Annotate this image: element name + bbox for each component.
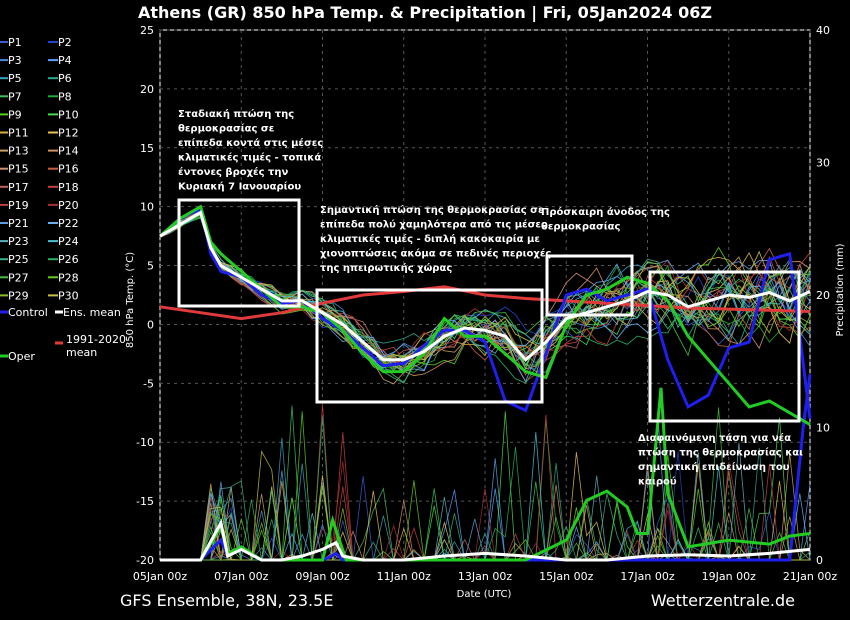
- member-line: [159, 212, 811, 377]
- y-tick-label: -20: [136, 554, 154, 567]
- legend-label: P8: [58, 90, 72, 103]
- y2-tick-label: 20: [816, 289, 830, 302]
- y-tick-label: 0: [147, 318, 154, 331]
- annotation-text: θερμοκρασίας: [541, 221, 621, 233]
- x-tick-label: 21Jan 00z: [783, 570, 837, 583]
- y2-tick-label: 30: [816, 157, 830, 170]
- annotation-text: χιονοπτώσεις ακόμα σε πεδινές περιοχές: [320, 248, 551, 260]
- footer-left: GFS Ensemble, 38N, 23.5E: [120, 591, 333, 610]
- x-tick-label: 13Jan 00z: [458, 570, 512, 583]
- legend-label: P5: [8, 72, 22, 85]
- annotation-text: σημαντική επιδείνωση του: [638, 461, 790, 473]
- x-tick-label: 15Jan 00z: [539, 570, 593, 583]
- y-tick-label: 5: [147, 260, 154, 273]
- chart-title: Athens (GR) 850 hPa Temp. & Precipitatio…: [138, 3, 712, 23]
- y-axis-label: 850 hPa Temp. (°C): [125, 252, 136, 348]
- y-tick-label: 25: [140, 24, 154, 37]
- annotation-text: θερμοκρασίας σε: [178, 123, 274, 135]
- annotation-box: [315, 288, 544, 404]
- annotation-text: πτώση της θερμοκρασίας και: [638, 447, 803, 459]
- legend-label: P29: [8, 289, 29, 302]
- legend-label: P17: [8, 181, 29, 194]
- climate-mean-line: [159, 285, 811, 321]
- y-tick-label: 15: [140, 142, 154, 155]
- x-tick-label: 19Jan 00z: [702, 570, 756, 583]
- legend-label: P27: [8, 271, 29, 284]
- x-axis-label: Date (UTC): [457, 589, 512, 600]
- legend-label: P7: [8, 90, 22, 103]
- annotation-box: [648, 270, 801, 423]
- y2-axis-label: Precipitation (mm): [835, 243, 846, 336]
- member-line: [159, 208, 811, 373]
- annotation-text: κλιματικές τιμές - τοπικά: [178, 152, 321, 164]
- legend-label-control: Control: [8, 306, 48, 319]
- legend-label: P12: [58, 127, 79, 140]
- legend-label: P24: [58, 235, 79, 248]
- legend-label: P21: [8, 217, 29, 230]
- oper-line: [159, 204, 811, 426]
- annotation-text: καιρού: [638, 476, 677, 488]
- y-tick-label: 20: [140, 83, 154, 96]
- annotation-text: Πρόσκαιρη άνοδος της: [541, 206, 670, 218]
- x-tick-label: 17Jan 00z: [620, 570, 674, 583]
- legend-label: P2: [58, 36, 72, 49]
- legend-label: P4: [58, 54, 72, 67]
- annotation-text: επίπεδα πολύ χαμηλότερα από τις μέσες: [320, 219, 547, 231]
- y-tick-label: -15: [136, 495, 154, 508]
- legend-label-climate: mean: [66, 346, 97, 359]
- legend-label: P26: [58, 253, 79, 266]
- legend-label: P3: [8, 54, 22, 67]
- footer-right: Wetterzentrale.de: [651, 591, 795, 610]
- legend-label: P19: [8, 199, 29, 212]
- annotation-box: [545, 254, 634, 317]
- x-tick-label: 09Jan 00z: [295, 570, 349, 583]
- annotation-text: Σταδιακή πτώση της: [178, 108, 294, 120]
- annotation-text: της ηπειρωτικής χώρας: [320, 262, 452, 274]
- annotation-text: Διαφαινόμενη τάση για νέα: [638, 432, 791, 444]
- ensemble-mean-line: [159, 210, 811, 362]
- legend-label: P10: [58, 108, 79, 121]
- legend-label: P30: [58, 289, 79, 302]
- x-tick-label: 05Jan 00z: [133, 570, 187, 583]
- y-tick-label: 10: [140, 201, 154, 214]
- legend-label: P9: [8, 108, 22, 121]
- legend-label: P20: [58, 199, 79, 212]
- legend-label: P25: [8, 253, 29, 266]
- legend-label: P22: [58, 217, 79, 230]
- annotation-text: επίπεδα κοντά στις μέσες: [178, 137, 323, 149]
- annotation-box: [177, 198, 301, 308]
- annotation-text: Κυριακή 7 Ιανουαρίου: [178, 181, 301, 193]
- legend-label: P28: [58, 271, 79, 284]
- y-tick-label: -5: [143, 377, 154, 390]
- y-tick-label: -10: [136, 436, 154, 449]
- x-tick-label: 11Jan 00z: [377, 570, 431, 583]
- legend-label: P23: [8, 235, 29, 248]
- legend-label: P1: [8, 36, 22, 49]
- legend-label-climate: 1991-2020: [66, 333, 126, 346]
- legend-label: P6: [58, 72, 72, 85]
- y2-tick-label: 10: [816, 422, 830, 435]
- legend-label: P11: [8, 127, 29, 140]
- annotation-text: έντονες βροχές την: [178, 166, 289, 178]
- annotation-text: κλιματικές τιμές - διπλή κακοκαιρία με: [320, 233, 540, 245]
- y2-tick-label: 0: [816, 554, 823, 567]
- legend-label: P16: [58, 163, 79, 176]
- legend-label-oper: Oper: [8, 350, 35, 363]
- mean-precip-line: [160, 518, 811, 562]
- legend-label: P14: [58, 145, 79, 158]
- legend-label: P15: [8, 163, 29, 176]
- y2-tick-label: 40: [816, 24, 830, 37]
- annotation-text: Σημαντική πτώση της θερμοκρασίας σε: [320, 204, 544, 216]
- x-tick-label: 07Jan 00z: [214, 570, 268, 583]
- legend-label: P18: [58, 181, 79, 194]
- legend-label-mean: Ens. mean: [63, 306, 121, 319]
- legend-label: P13: [8, 145, 29, 158]
